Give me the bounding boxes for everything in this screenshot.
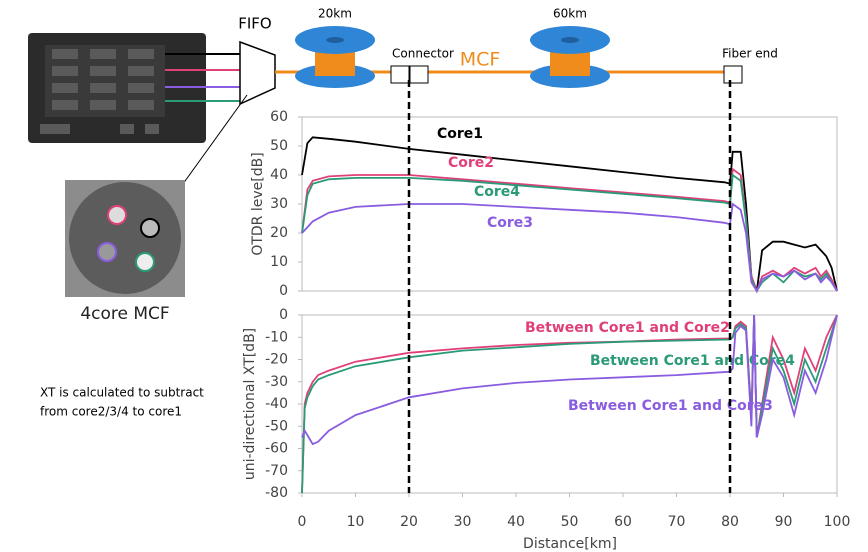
y-tick-label: 0 bbox=[279, 307, 288, 323]
x-tick-label: 40 bbox=[507, 514, 525, 530]
x-tick-label: 20 bbox=[400, 514, 418, 530]
connector-box bbox=[391, 66, 409, 83]
connector-box bbox=[410, 66, 428, 83]
series-line bbox=[302, 137, 837, 291]
y-tick-label: 20 bbox=[270, 225, 288, 241]
y-tick-label: -10 bbox=[265, 329, 288, 345]
series-line bbox=[302, 204, 837, 291]
y-tick-label: 60 bbox=[270, 109, 288, 125]
series-label: Between Core1 and Core4 bbox=[590, 353, 795, 369]
x-tick-label: 60 bbox=[614, 514, 632, 530]
x-tick-label: 70 bbox=[668, 514, 686, 530]
note-line: from core2/3/4 to core1 bbox=[40, 405, 182, 419]
series-label: Core1 bbox=[437, 126, 483, 142]
fifo-label: FIFO bbox=[238, 15, 272, 33]
fiber-label: MCF bbox=[460, 49, 501, 71]
fifo-box bbox=[240, 42, 275, 104]
figure: FIFO 20km 60km Connector MCF Fiber end 4… bbox=[0, 0, 868, 552]
series-label: Core2 bbox=[448, 155, 494, 171]
y-tick-label: -30 bbox=[265, 374, 288, 390]
series-label: Between Core1 and Core3 bbox=[568, 398, 773, 414]
series-label: Core4 bbox=[474, 184, 520, 200]
y-axis-title: uni-directional XT[dB] bbox=[242, 328, 258, 480]
spool bbox=[295, 26, 375, 88]
x-tick-label: 10 bbox=[347, 514, 365, 530]
x-axis-title: Distance[km] bbox=[523, 536, 617, 552]
sample-label: 4core MCF bbox=[80, 304, 169, 324]
spool bbox=[530, 26, 610, 88]
y-tick-label: -70 bbox=[265, 463, 288, 479]
series-line bbox=[302, 175, 837, 291]
otdr-device bbox=[28, 33, 240, 143]
series-label: Between Core1 and Core2 bbox=[525, 320, 730, 336]
x-tick-label: 80 bbox=[721, 514, 739, 530]
x-tick-label: 0 bbox=[298, 514, 307, 530]
y-axis-title: OTDR leve[dB] bbox=[250, 152, 266, 255]
y-tick-label: 40 bbox=[270, 167, 288, 183]
y-tick-label: -50 bbox=[265, 418, 288, 434]
spool-label: 20km bbox=[318, 7, 352, 21]
fiber-end-label: Fiber end bbox=[722, 47, 778, 61]
y-tick-label: 30 bbox=[270, 196, 288, 212]
y-tick-label: -20 bbox=[265, 352, 288, 368]
series-line bbox=[302, 169, 837, 291]
series-label: Core3 bbox=[487, 215, 533, 231]
x-tick-label: 50 bbox=[561, 514, 579, 530]
mcf-photo bbox=[65, 180, 185, 297]
plot-frame bbox=[302, 117, 837, 291]
x-tick-label: 30 bbox=[454, 514, 472, 530]
y-tick-label: 0 bbox=[279, 283, 288, 299]
x-tick-label: 90 bbox=[775, 514, 793, 530]
spool-label: 60km bbox=[553, 7, 587, 21]
x-tick-label: 100 bbox=[824, 514, 851, 530]
connector-label: Connector bbox=[392, 47, 454, 61]
y-tick-label: -60 bbox=[265, 441, 288, 457]
note-line: XT is calculated to subtract bbox=[40, 386, 204, 400]
y-tick-label: 10 bbox=[270, 254, 288, 270]
y-tick-label: -80 bbox=[265, 485, 288, 501]
y-tick-label: -40 bbox=[265, 396, 288, 412]
y-tick-label: 50 bbox=[270, 138, 288, 154]
fiber-end-box bbox=[724, 66, 742, 83]
